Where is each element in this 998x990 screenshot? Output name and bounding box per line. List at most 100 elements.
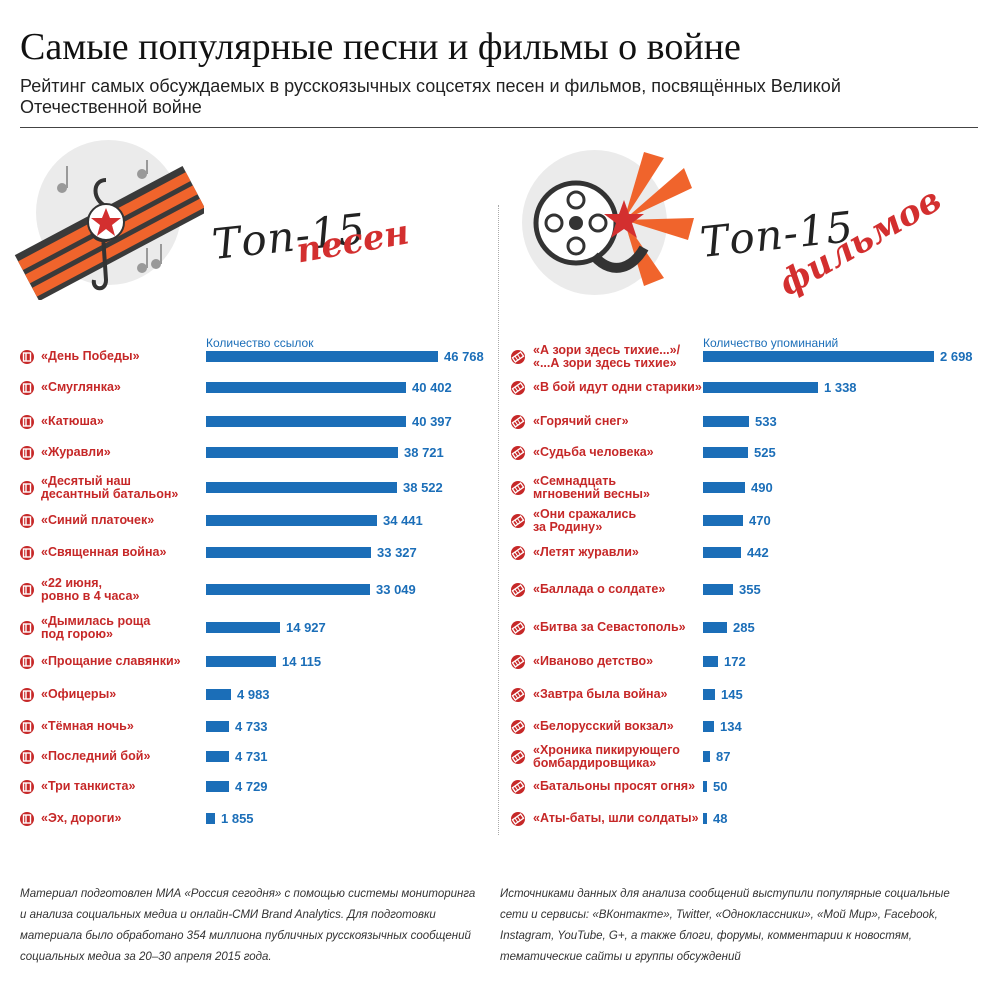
film-strip-icon	[511, 481, 525, 495]
bar-category-label: «Горячий снег»	[533, 414, 629, 428]
bar-category-label: «В бой идут одни старики»	[533, 380, 702, 394]
music-note-icon	[20, 655, 34, 669]
bar-category-label: «Хроника пикирующего бомбардировщика»	[533, 743, 680, 770]
bar-category-label: «Прощание славянки»	[41, 654, 181, 668]
bar	[206, 721, 229, 732]
film-strip-icon	[511, 381, 525, 395]
column-divider	[498, 205, 499, 835]
bar	[206, 547, 371, 558]
film-strip-icon	[511, 621, 525, 635]
bar	[703, 447, 748, 458]
music-note-icon	[20, 481, 34, 495]
bar	[206, 751, 229, 762]
bar	[206, 382, 406, 393]
bar	[703, 813, 707, 824]
music-note-icon	[20, 415, 34, 429]
bar	[206, 584, 370, 595]
film-strip-icon	[511, 583, 525, 597]
bar	[703, 515, 743, 526]
bar-category-label: «Синий платочек»	[41, 513, 155, 527]
bar-category-label: «Летят журавли»	[533, 545, 639, 559]
music-note-icon	[20, 750, 34, 764]
bar-value-label: 48	[713, 811, 728, 826]
footnote-right: Источниками данных для анализа сообщений…	[500, 888, 950, 963]
bar	[703, 416, 749, 427]
bar-value-label: 87	[716, 749, 731, 764]
film-strip-icon	[511, 750, 525, 764]
bar-value-label: 285	[733, 620, 755, 635]
bar-category-label: «А зори здесь тихие...»/ «...А зори здес…	[533, 343, 681, 370]
bar	[703, 482, 745, 493]
bar-category-label: «Журавли»	[41, 445, 111, 459]
bar-category-label: «Завтра была война»	[533, 687, 668, 701]
film-strip-icon	[511, 546, 525, 560]
bar	[206, 781, 229, 792]
bar-value-label: 33 327	[377, 545, 417, 560]
bar-value-label: 533	[755, 414, 777, 429]
bar-category-label: «Смуглянка»	[41, 380, 121, 394]
music-note-icon	[20, 688, 34, 702]
bar-value-label: 14 927	[286, 620, 326, 635]
film-strip-icon	[511, 655, 525, 669]
films-axis-label: Количество упоминаний	[703, 336, 839, 350]
bar-category-label: «Катюша»	[41, 414, 104, 428]
bar	[703, 781, 707, 792]
film-strip-icon	[511, 446, 525, 460]
bar-category-label: «Эх, дороги»	[41, 811, 122, 825]
bar-category-label: «Иваново детство»	[533, 654, 654, 668]
music-note-icon	[20, 381, 34, 395]
bar-value-label: 14 115	[282, 654, 322, 669]
bar	[206, 515, 377, 526]
bar-value-label: 34 441	[383, 513, 423, 528]
film-strip-icon	[511, 812, 525, 826]
bar-value-label: 4 729	[235, 779, 268, 794]
page-subtitle: Рейтинг самых обсуждаемых в русскоязычны…	[20, 76, 841, 117]
bar-value-label: 1 855	[221, 811, 254, 826]
music-note-icon	[20, 514, 34, 528]
bar-value-label: 33 049	[376, 582, 416, 597]
film-strip-icon	[511, 720, 525, 734]
songs-axis-label: Количество ссылок	[206, 336, 314, 350]
film-reel-star-icon	[533, 152, 694, 286]
bar	[703, 622, 727, 633]
bar-value-label: 38 721	[404, 445, 444, 460]
film-strip-icon	[511, 688, 525, 702]
bar	[206, 656, 276, 667]
bar-category-label: «Семнадцать мгновений весны»	[533, 474, 650, 501]
bar-category-label: «День Победы»	[41, 349, 140, 363]
bar-value-label: 525	[754, 445, 776, 460]
bar-category-label: «Они сражались за Родину»	[533, 507, 637, 534]
music-note-icon	[20, 720, 34, 734]
bar	[206, 351, 438, 362]
bar	[703, 382, 818, 393]
music-ribbon-star-icon	[14, 160, 204, 300]
bar-category-label: «Тёмная ночь»	[41, 719, 134, 733]
header-rule	[20, 127, 978, 128]
bar-category-label: «Аты-баты, шли солдаты»	[533, 811, 699, 825]
bar-category-label: «Судьба человека»	[533, 445, 654, 459]
bar	[703, 721, 714, 732]
bar	[206, 447, 398, 458]
music-note-icon	[20, 812, 34, 826]
bar	[703, 656, 718, 667]
bar-value-label: 470	[749, 513, 771, 528]
bar	[206, 416, 406, 427]
bar-category-label: «Десятый наш десантный батальон»	[41, 474, 179, 501]
bar-value-label: 490	[751, 480, 773, 495]
bar	[703, 584, 733, 595]
bar-category-label: «Офицеры»	[41, 687, 117, 701]
bar-category-label: «Дымилась роща под горою»	[41, 614, 151, 641]
bar-value-label: 38 522	[403, 480, 443, 495]
film-strip-icon	[511, 780, 525, 794]
music-note-icon	[20, 446, 34, 460]
bar-value-label: 50	[713, 779, 728, 794]
bar-value-label: 46 768	[444, 349, 484, 364]
footnote-left: Материал подготовлен МИА «Россия сегодня…	[20, 888, 476, 963]
bar-value-label: 172	[724, 654, 746, 669]
music-note-icon	[20, 621, 34, 635]
bar-value-label: 4 731	[235, 749, 268, 764]
bar	[206, 622, 280, 633]
bar-category-label: «Батальоны просят огня»	[533, 779, 696, 793]
bar-category-label: «Белорусский вокзал»	[533, 719, 674, 733]
music-note-icon	[20, 350, 34, 364]
